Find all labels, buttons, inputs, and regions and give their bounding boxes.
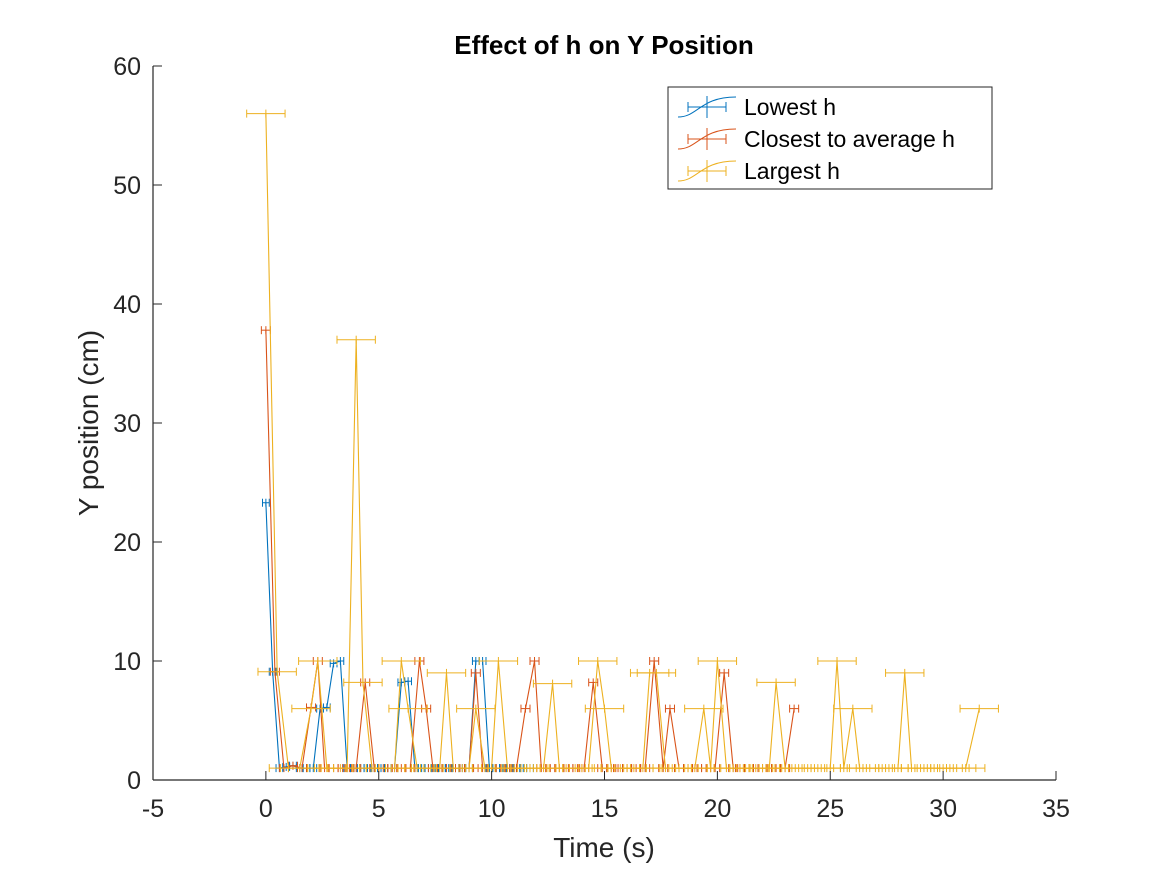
data-point [532, 679, 573, 688]
data-point [885, 668, 925, 677]
data-point [789, 704, 800, 713]
plot-area [246, 109, 999, 773]
data-point [343, 678, 383, 687]
legend-label: Closest to average h [744, 126, 955, 152]
y-tick-label: 50 [113, 172, 141, 200]
data-point [388, 704, 428, 713]
y-tick-label: 10 [113, 648, 141, 676]
x-tick-label: 30 [929, 795, 957, 823]
legend-symbol [677, 160, 737, 182]
data-point [261, 498, 270, 507]
legend-symbol [677, 96, 737, 118]
legend-box [667, 86, 993, 190]
data-point [529, 657, 540, 665]
data-point [946, 764, 986, 773]
data-point [959, 704, 999, 713]
legend-label: Largest h [744, 158, 840, 184]
x-tick-label: 35 [1042, 795, 1070, 823]
legend: Lowest h Closest to average h Largest h [667, 86, 993, 190]
legend-item: Largest h [677, 158, 840, 184]
x-tick-label: 0 [259, 795, 273, 823]
data-point [257, 667, 297, 676]
x-tick-label: 5 [372, 795, 386, 823]
data-point [470, 668, 481, 677]
data-point [520, 704, 531, 713]
y-tick-label: 30 [113, 410, 141, 438]
data-point [697, 657, 738, 665]
data-point [291, 704, 331, 713]
data-point [584, 704, 625, 713]
y-tick-label: 20 [113, 529, 141, 557]
y-tick-label: 0 [127, 767, 141, 795]
data-point [649, 657, 660, 665]
x-tick-label: 25 [816, 795, 844, 823]
data-point [246, 109, 286, 118]
data-point [833, 704, 873, 713]
legend-item: Lowest h [677, 94, 836, 120]
y-axis-title: Y position (cm) [73, 330, 104, 516]
y-tick-label: 60 [113, 53, 141, 81]
x-tick-label: 15 [591, 795, 619, 823]
data-point [298, 657, 338, 665]
data-point [636, 668, 677, 677]
data-point [578, 657, 618, 665]
legend-symbol [677, 128, 737, 150]
data-point [756, 678, 796, 687]
x-tick-label: 10 [478, 795, 506, 823]
legend-label: Lowest h [744, 94, 836, 120]
chart-title: Effect of h on Y Position [454, 30, 754, 60]
data-point [456, 704, 496, 713]
data-point [719, 668, 730, 677]
x-tick-label: -5 [142, 795, 164, 823]
data-point [336, 335, 376, 344]
series-3 [246, 109, 999, 773]
legend-item: Closest to average h [677, 126, 955, 152]
y-tick-label: 40 [113, 291, 141, 319]
data-point [664, 704, 675, 713]
data-point [426, 668, 467, 677]
data-point [684, 704, 724, 713]
data-point [478, 657, 519, 665]
x-axis-title: Time (s) [553, 832, 655, 863]
x-tick-label: 20 [703, 795, 731, 823]
data-point [381, 657, 422, 665]
data-point [817, 657, 857, 665]
